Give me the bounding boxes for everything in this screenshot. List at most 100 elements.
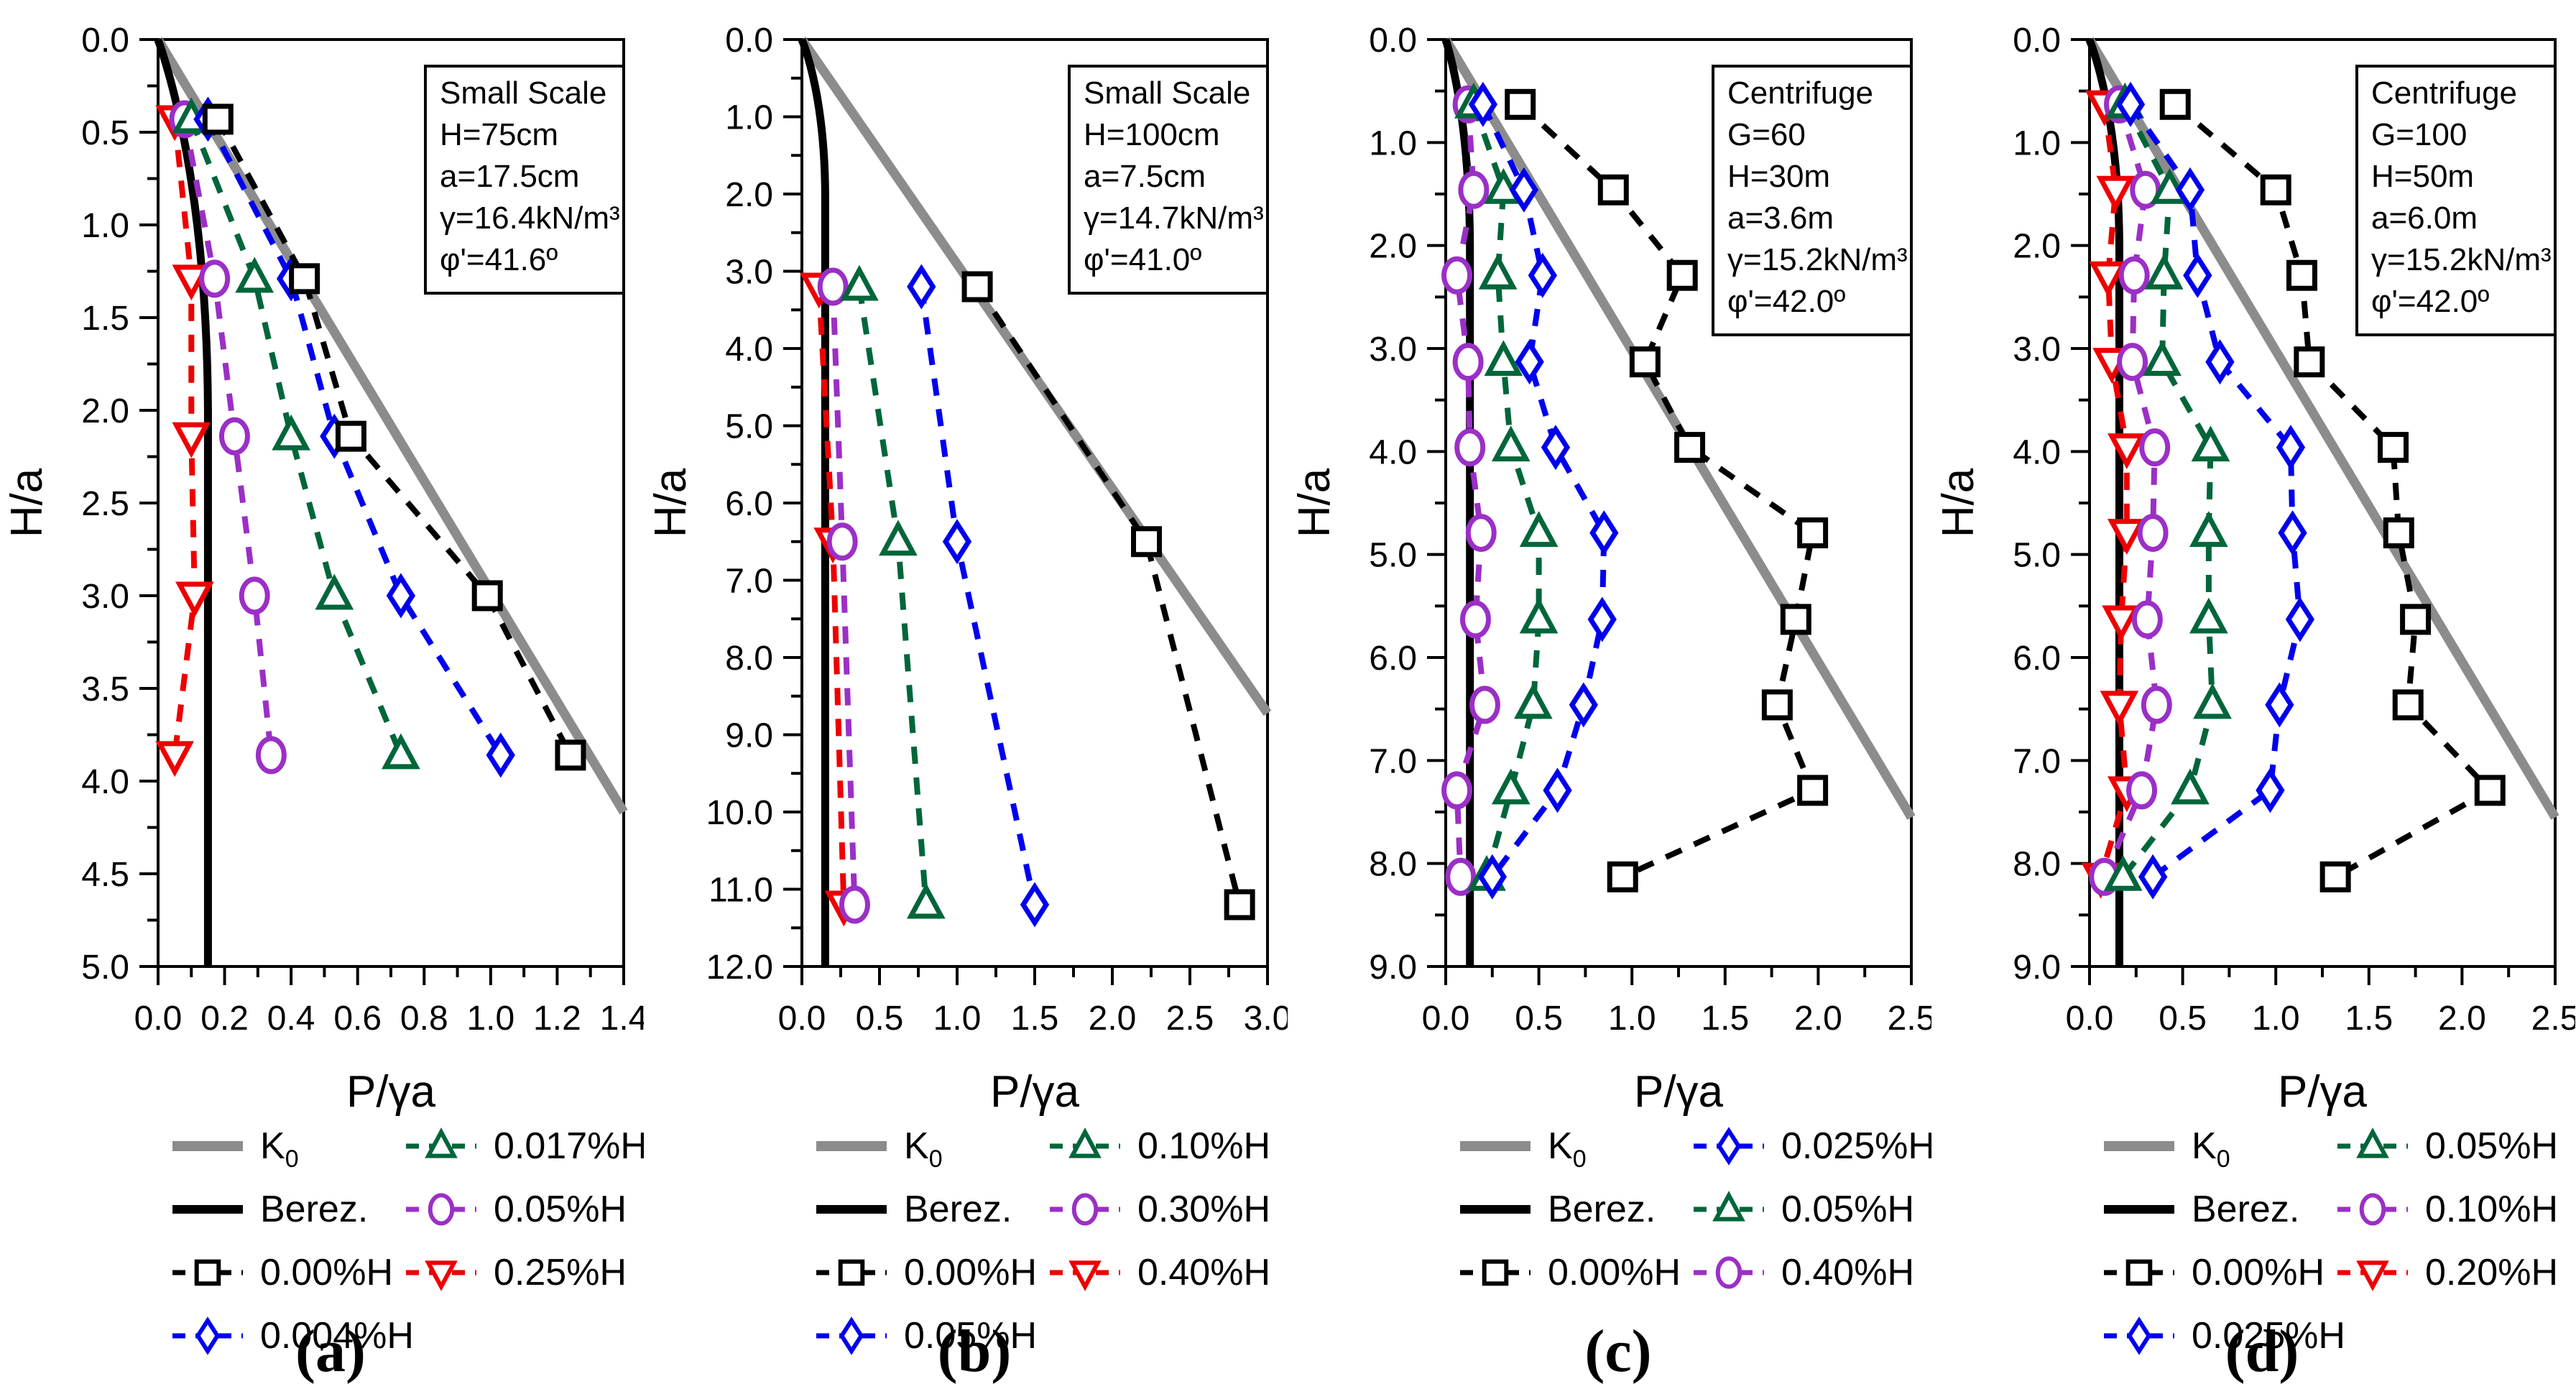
x-axis-tick-label: 0.4 (267, 1000, 315, 1038)
y-axis-tick-label: 5.0 (725, 408, 773, 446)
series-line-0.40%H (1454, 104, 1488, 877)
y-axis-tick-label: 9.0 (2013, 949, 2061, 987)
series-marker-square (961, 271, 993, 303)
series-marker-triangle-up (382, 733, 420, 770)
legend-marker-triangle-up (2356, 1127, 2389, 1158)
series-marker-triangle-up (2189, 511, 2228, 548)
annotation-box (1712, 65, 1913, 336)
annotation-line: a=17.5cm (440, 159, 579, 194)
x-axis-tick-label: 1.0 (466, 1000, 514, 1038)
series-marker-circle (1465, 514, 1497, 553)
series-marker-triangle-down (2100, 691, 2139, 727)
berezantzev-line (1441, 38, 1474, 966)
annotation-line: φ'=41.6º (440, 242, 558, 277)
series-marker-circle (2117, 343, 2148, 382)
series-marker-diamond (2175, 167, 2205, 213)
series-marker-circle (1441, 256, 1473, 295)
series-marker-square (2319, 861, 2351, 892)
series-marker-diamond (907, 264, 936, 310)
annotation-line: H=30m (1727, 159, 1830, 194)
series-marker-diamond (2115, 81, 2146, 127)
series-marker-circle (199, 259, 231, 298)
series-marker-diamond (2276, 425, 2306, 471)
y-axis-tick-label: 1.5 (81, 300, 129, 338)
legend-label: 0.025%H (2192, 1315, 2345, 1357)
x-axis-tick-label: 0.5 (856, 1000, 904, 1038)
series-marker-triangle-down (2096, 175, 2136, 212)
series-marker-triangle-down (2107, 519, 2146, 555)
series-marker-circle (1458, 170, 1490, 209)
series-marker-circle (826, 522, 858, 561)
y-axis-tick-label: 3.0 (725, 254, 773, 292)
legend-marker-diamond (195, 1316, 221, 1355)
legend-label: 0.05%H (494, 1189, 627, 1230)
series-marker-circle (1459, 600, 1491, 639)
y-axis-tick-label: 5.0 (81, 949, 129, 987)
x-axis-title: P/γa (1634, 1067, 1724, 1117)
legend-label-k0: K0 (2192, 1125, 2230, 1173)
panel-a: 0.0 0.5 1.0 1.5 2.0 2.5 3.0 3.5 4.0 4.5 5.0 0.0 0.2 0… (0, 0, 644, 1389)
series-marker-circle (2126, 771, 2158, 810)
legend-label: 0.40%H (1781, 1252, 1914, 1293)
series-marker-diamond (386, 573, 416, 619)
legend-label: 0.10%H (1137, 1125, 1270, 1167)
legend-marker-circle (428, 1193, 455, 1226)
y-axis-tick-label: 1.0 (725, 99, 773, 137)
series-marker-diamond (1587, 596, 1617, 642)
x-axis-tick-label: 2.0 (1794, 1000, 1842, 1038)
y-axis-tick-label: 3.0 (81, 578, 129, 616)
series-marker-circle (1469, 686, 1500, 724)
legend-marker-square (838, 1259, 865, 1286)
series-marker-diamond (1515, 339, 1544, 385)
annotation-box (2355, 65, 2557, 336)
series-marker-square (1797, 775, 1829, 806)
legend-marker-circle (1071, 1193, 1099, 1226)
series-marker-triangle-down (155, 741, 195, 777)
legend-label-k0: K0 (904, 1125, 943, 1173)
series-marker-diamond (486, 732, 515, 778)
annotation-line: φ'=42.0º (1727, 284, 1845, 319)
series-marker-triangle-up (906, 882, 946, 919)
series-line-0.00%H (974, 285, 1242, 905)
series-marker-circle (218, 417, 250, 456)
series-marker-circle (839, 885, 870, 924)
legend-marker-triangle-down (425, 1260, 458, 1291)
panel-c: 0.0 1.0 2.0 3.0 4.0 5.0 6.0 7.0 8.0 9.0 0.0 0.5 1.0 1… (1288, 0, 1931, 1389)
y-axis-tick-label: 3.0 (1369, 331, 1417, 369)
y-axis-tick-label: 12.0 (706, 949, 773, 987)
y-axis-tick-label: 8.0 (1369, 846, 1417, 884)
series-marker-diamond (1528, 252, 1557, 298)
legend-label: 0.25%H (494, 1252, 627, 1293)
x-axis-tick-label: 2.0 (1089, 1000, 1137, 1038)
y-axis-tick-label: 2.0 (81, 392, 129, 430)
legend-label: 0.40%H (1137, 1252, 1270, 1293)
legend-label: 0.00%H (260, 1252, 393, 1293)
series-line-0.025%H (1480, 103, 1607, 879)
y-axis-tick-label: 4.0 (1369, 433, 1417, 471)
y-axis-title: H/a (1290, 468, 1339, 537)
x-axis-tick-label: 1.5 (1701, 1000, 1749, 1038)
y-axis-tick-label: 3.5 (81, 670, 129, 709)
x-axis-tick-label: 0.0 (134, 1000, 183, 1038)
annotation-line: a=7.5cm (1084, 159, 1206, 194)
legend-label: 0.05%H (2425, 1125, 2558, 1167)
annotation-line: Small Scale (440, 75, 606, 111)
legend-label-k0: K0 (1548, 1125, 1587, 1173)
series-marker-square (1131, 526, 1163, 558)
series-marker-diamond (1477, 854, 1507, 900)
x-axis-tick-label: 0.0 (1422, 1000, 1470, 1038)
x-axis-tick-label: 1.2 (533, 1000, 581, 1038)
x-axis-tick-label: 1.4 (600, 1000, 644, 1038)
series-marker-triangle-down (2089, 261, 2128, 297)
series-marker-triangle-up (2189, 597, 2228, 634)
annotation-line: Small Scale (1084, 75, 1250, 111)
x-axis-tick-label: 2.5 (2531, 1000, 2575, 1038)
annotation-line: H=100cm (1084, 117, 1220, 152)
series-marker-square (1666, 259, 1698, 291)
series-marker-circle (2137, 514, 2169, 553)
annotation-line: φ'=42.0º (2371, 284, 2489, 319)
series-marker-square (555, 739, 586, 771)
y-axis-tick-label: 6.0 (1369, 640, 1417, 678)
series-marker-diamond (1541, 425, 1571, 471)
